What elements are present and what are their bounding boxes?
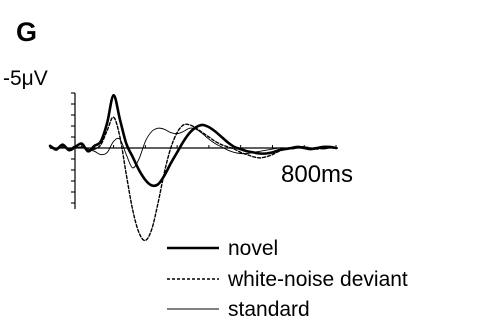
waveform-plot bbox=[48, 93, 338, 242]
legend-label: novel bbox=[228, 237, 278, 260]
panel-label: G bbox=[16, 17, 37, 47]
x-axis-label: 800ms bbox=[281, 161, 353, 188]
series-line-novel bbox=[48, 93, 338, 188]
legend-label: white-noise deviant bbox=[227, 268, 408, 291]
y-axis-label: -5μV bbox=[3, 67, 48, 90]
legend: novel white-noise deviant standard bbox=[167, 237, 408, 321]
legend-label: standard bbox=[228, 298, 310, 321]
